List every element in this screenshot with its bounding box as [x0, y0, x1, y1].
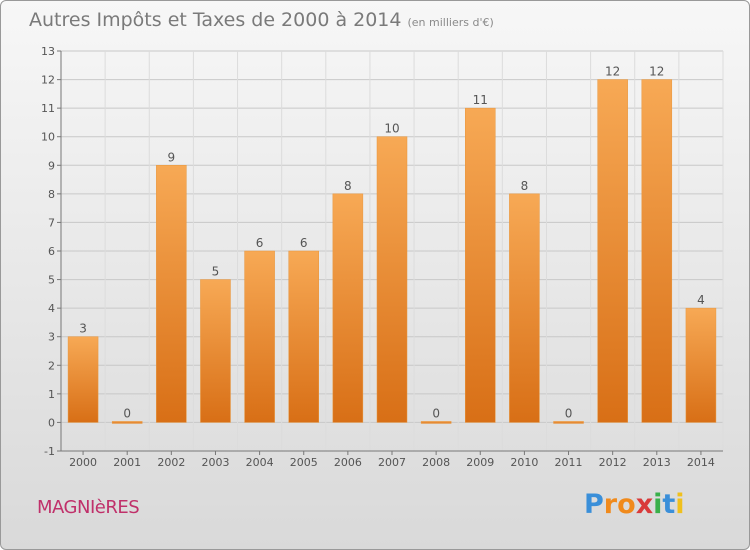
logo-letter: P [584, 489, 604, 520]
bar-2014 [685, 307, 717, 423]
y-tick-label: 3 [48, 331, 55, 344]
logo-letter: o [617, 489, 636, 520]
y-tick-label: 11 [41, 102, 55, 115]
data-label: 9 [168, 150, 176, 164]
bar-2010 [509, 193, 540, 423]
y-tick-label: 9 [48, 159, 55, 172]
y-tick-label: 7 [48, 216, 55, 229]
bar-2007 [376, 136, 408, 423]
bar-2012 [597, 79, 628, 423]
x-tick-label: 2013 [643, 456, 671, 469]
bar-2008 [420, 421, 452, 424]
y-tick-label: -1 [44, 445, 55, 458]
data-label: 4 [697, 293, 705, 307]
bar-2013 [641, 79, 673, 423]
y-tick-label: 6 [48, 245, 55, 258]
bar-2001 [111, 421, 143, 424]
proxiti-logo[interactable]: Proxiti [584, 489, 685, 520]
town-name: MAGNIèRES [37, 497, 140, 518]
x-tick-label: 2001 [113, 456, 141, 469]
x-tick-label: 2011 [555, 456, 583, 469]
y-tick-label: 5 [48, 274, 55, 287]
chart-title: Autres Impôts et Taxes de 2000 à 2014 (en… [29, 9, 494, 31]
data-label: 0 [565, 406, 573, 420]
logo-letter: i [653, 489, 663, 520]
chart-subtitle: (en milliers d'€) [407, 16, 494, 29]
bar-2005 [288, 250, 319, 423]
y-tick-label: 1 [48, 388, 55, 401]
data-label: 5 [212, 265, 220, 279]
y-tick-label: 4 [48, 302, 55, 315]
bar-2011 [553, 421, 584, 424]
x-tick-label: 2005 [290, 456, 318, 469]
x-tick-label: 2002 [157, 456, 185, 469]
bar-2002 [156, 165, 187, 423]
x-tick-label: 2008 [422, 456, 450, 469]
data-label: 12 [649, 65, 664, 79]
y-tick-label: 13 [41, 45, 55, 58]
bars [67, 79, 717, 424]
chart-title-text: Autres Impôts et Taxes de 2000 à 2014 [29, 9, 402, 31]
y-tick-label: 12 [41, 74, 55, 87]
data-label: 0 [123, 406, 131, 420]
logo-letter: i [675, 489, 685, 520]
data-label: 8 [521, 179, 529, 193]
bar-2009 [465, 107, 496, 423]
data-label: 12 [605, 65, 620, 79]
x-tick-label: 2009 [466, 456, 494, 469]
data-label: 8 [344, 179, 352, 193]
y-tick-label: 0 [48, 416, 55, 429]
data-label: 3 [79, 322, 87, 336]
logo-letter: x [635, 489, 654, 520]
y-tick-label: 2 [48, 359, 55, 372]
data-labels: 3 0 9 5 6 6 8 10 0 11 8 0 12 12 4 [79, 65, 705, 421]
x-tick-label: 2000 [69, 456, 97, 469]
data-label: 11 [473, 93, 488, 107]
bar-2003 [200, 279, 231, 423]
x-tick-label: 2010 [510, 456, 538, 469]
data-label: 10 [384, 122, 399, 136]
x-tick-label: 2004 [246, 456, 274, 469]
data-label: 0 [432, 406, 440, 420]
y-tick-label: 8 [48, 188, 55, 201]
data-label: 6 [300, 236, 308, 250]
x-tick-label: 2012 [599, 456, 627, 469]
x-tick-label: 2007 [378, 456, 406, 469]
data-label: 6 [256, 236, 264, 250]
bar-2000 [67, 336, 99, 423]
x-tick-label: 2003 [201, 456, 229, 469]
logo-letter: r [603, 489, 618, 520]
x-tick-label: 2014 [687, 456, 715, 469]
x-tick-label: 2006 [334, 456, 362, 469]
bar-2004 [244, 250, 275, 423]
bar-2006 [332, 193, 364, 423]
logo-letter: t [662, 489, 676, 520]
y-tick-label: 10 [41, 131, 55, 144]
